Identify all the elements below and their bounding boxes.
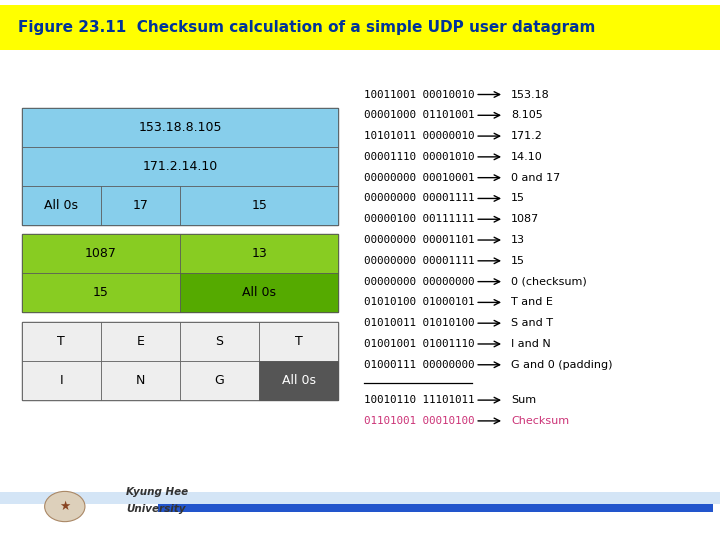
Text: S and T: S and T [511,318,553,328]
Text: 00000000 00001111: 00000000 00001111 [364,193,474,204]
Text: 14.10: 14.10 [511,152,543,162]
Text: All 0s: All 0s [282,374,316,387]
Text: University: University [126,504,186,514]
Text: 1087: 1087 [85,247,117,260]
Text: 00000100 00111111: 00000100 00111111 [364,214,474,224]
Bar [22,273,180,312]
Text: E: E [137,335,144,348]
Text: 13: 13 [511,235,525,245]
Bar [158,504,713,512]
Text: All 0s: All 0s [44,199,78,212]
Text: 17: 17 [132,199,148,212]
Text: T: T [295,335,302,348]
Text: 15: 15 [511,193,525,204]
Text: 10011001 00010010: 10011001 00010010 [364,90,474,99]
Text: 153.18.8.105: 153.18.8.105 [138,121,222,134]
Bar [22,234,338,312]
Bar [22,322,338,400]
Text: 00000000 00001111: 00000000 00001111 [364,256,474,266]
Text: S: S [215,335,224,348]
Text: I and N: I and N [511,339,551,349]
Text: Figure 23.11  Checksum calculation of a simple UDP user datagram: Figure 23.11 Checksum calculation of a s… [18,20,595,35]
Text: 15: 15 [511,256,525,266]
Text: 10010110 11101011: 10010110 11101011 [364,395,474,405]
Bar [180,361,259,400]
Bar [101,186,180,225]
Text: I: I [59,374,63,387]
Text: 01010100 01000101: 01010100 01000101 [364,298,474,307]
Text: G: G [215,374,225,387]
Text: 01010011 01010100: 01010011 01010100 [364,318,474,328]
Text: 0 and 17: 0 and 17 [511,173,560,183]
Text: 00000000 00001101: 00000000 00001101 [364,235,474,245]
Bar [180,322,259,361]
Bar [259,361,338,400]
Text: 00001110 00001010: 00001110 00001010 [364,152,474,162]
Bar [259,322,338,361]
Bar [22,108,338,225]
Bar [0,492,720,504]
Text: 01000111 00000000: 01000111 00000000 [364,360,474,370]
Text: 15: 15 [93,286,109,299]
Text: 171.2: 171.2 [511,131,543,141]
Bar [180,186,338,225]
Circle shape [45,491,85,522]
Text: 01001001 01001110: 01001001 01001110 [364,339,474,349]
Text: N: N [135,374,145,387]
Bar [22,108,338,147]
Text: T: T [58,335,65,348]
Text: Checksum: Checksum [511,416,570,426]
Text: 00000000 00000000: 00000000 00000000 [364,276,474,287]
Text: 13: 13 [251,247,267,260]
Bar [22,361,101,400]
Text: 0 (checksum): 0 (checksum) [511,276,587,287]
Bar [22,234,180,273]
Text: 1087: 1087 [511,214,539,224]
Text: 171.2.14.10: 171.2.14.10 [143,160,217,173]
Text: Kyung Hee: Kyung Hee [126,487,188,497]
Bar [101,361,180,400]
Bar [101,322,180,361]
Bar [22,186,101,225]
Text: T and E: T and E [511,298,553,307]
Text: ★: ★ [59,500,71,513]
Bar [22,322,101,361]
Bar [22,147,338,186]
Text: 00000000 00010001: 00000000 00010001 [364,173,474,183]
Bar [180,234,338,273]
Text: G and 0 (padding): G and 0 (padding) [511,360,613,370]
Text: 00001000 01101001: 00001000 01101001 [364,110,474,120]
Text: 8.105: 8.105 [511,110,543,120]
Bar [180,273,338,312]
Text: 10101011 00000010: 10101011 00000010 [364,131,474,141]
Text: 153.18: 153.18 [511,90,550,99]
Text: 01101001 00010100: 01101001 00010100 [364,416,474,426]
Bar [0,5,720,50]
Text: Sum: Sum [511,395,536,405]
Text: All 0s: All 0s [242,286,276,299]
Text: 15: 15 [251,199,267,212]
